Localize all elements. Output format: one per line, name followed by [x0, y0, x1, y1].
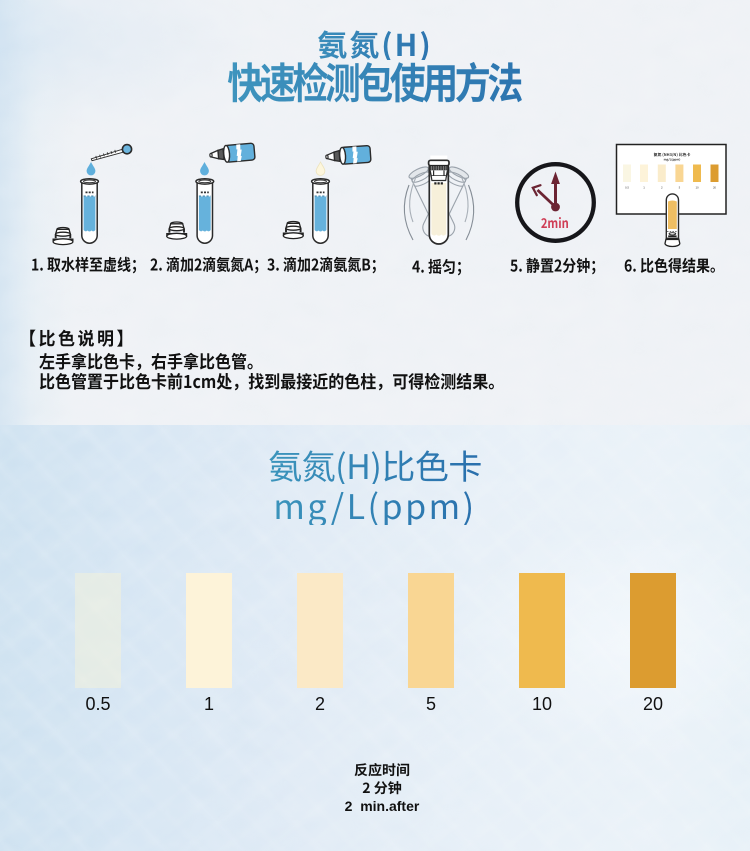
svg-text:5: 5	[679, 186, 681, 190]
svg-text:2: 2	[661, 186, 663, 190]
svg-text:mg/L(ppm): mg/L(ppm)	[664, 158, 681, 162]
svg-text:0.5: 0.5	[625, 186, 629, 190]
svg-text:10: 10	[695, 186, 699, 190]
svg-text:2min: 2min	[541, 213, 569, 233]
svg-text:氨氮 (NH3/N) 比色卡: 氨氮 (NH3/N) 比色卡	[654, 152, 691, 158]
svg-text:1: 1	[643, 186, 645, 190]
svg-text:20: 20	[713, 186, 717, 190]
